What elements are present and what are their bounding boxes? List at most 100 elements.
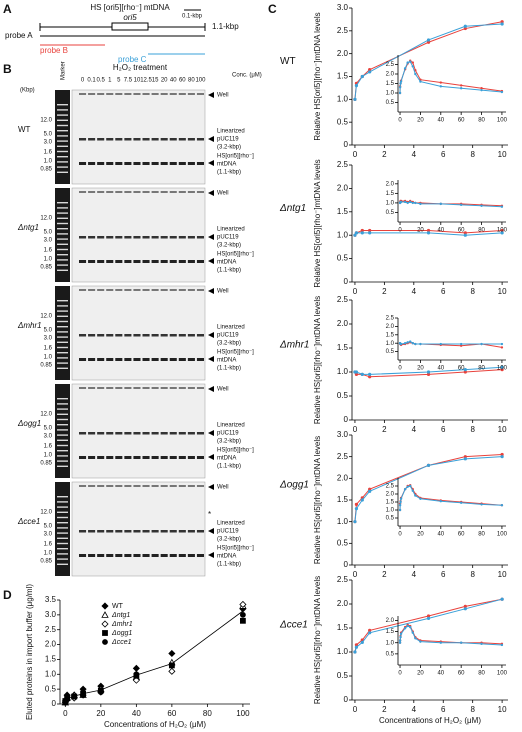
mtdna-label: (1.1-kbp): [217, 268, 241, 274]
ladder-band: [57, 413, 68, 415]
data-point: [353, 233, 357, 237]
strain-label: Δcce1: [279, 620, 308, 631]
well: [160, 289, 168, 291]
x-tick-label: 40: [437, 228, 444, 234]
pUC-band: [196, 236, 204, 239]
treatment-label: H₂O₂ treatment: [113, 63, 168, 72]
y-tick-label: 2.0: [337, 599, 349, 608]
x-tick-label: 2: [382, 705, 387, 714]
data-point: [414, 72, 417, 76]
mtdna-label: (1.1-kbp): [217, 464, 241, 470]
data-point: [399, 342, 403, 346]
data-point: [406, 485, 409, 488]
ladder-band: [57, 233, 68, 235]
mtdna-band: [88, 358, 96, 361]
well: [133, 93, 141, 95]
well: [133, 289, 141, 291]
marker-lane: [55, 384, 70, 478]
pUC-band: [196, 530, 204, 533]
ladder-band: [57, 254, 68, 256]
mtdna-band: [88, 260, 96, 263]
ladder-band: [57, 331, 68, 333]
probe-label: probe A: [5, 31, 33, 40]
mtdna-band: [151, 358, 159, 361]
pUC-band: [115, 138, 123, 141]
y-tick-label: 1.0: [337, 230, 349, 239]
ladder-band: [57, 248, 68, 251]
y-tick-label: 1.5: [45, 655, 57, 664]
mtdna-band: [187, 162, 195, 165]
ladder-band: [57, 511, 68, 513]
ladder-band: [57, 357, 68, 359]
well: [79, 387, 87, 389]
x-tick-label: 4: [412, 425, 417, 434]
data-point: [463, 370, 467, 374]
size-label: 5.0: [44, 328, 53, 334]
well: [151, 387, 159, 389]
y-tick-label: 1.0: [337, 647, 349, 656]
data-point: [399, 632, 403, 636]
ladder-band: [57, 119, 68, 121]
ladder-band: [57, 516, 68, 519]
mtdna-band: [142, 162, 150, 165]
pUC-band: [187, 432, 195, 435]
ladder-band: [57, 243, 68, 245]
y-axis-label: Relative HS[ori5][rho⁻]mtDNA levels: [313, 576, 322, 704]
pUC-band: [133, 138, 141, 141]
y-tick-label: 2.5: [337, 575, 349, 584]
mtdna-band: [97, 260, 105, 263]
size-label: 3.0: [44, 140, 53, 146]
mtdna-label: mtDNA: [217, 358, 236, 364]
y-tick-label: 0.5: [337, 254, 349, 263]
pUC-band: [106, 138, 114, 141]
y-tick-label: 2.0: [386, 492, 395, 498]
data-point: [406, 201, 409, 205]
data-point: [411, 201, 414, 205]
y-tick-label: 2.5: [45, 625, 57, 634]
lane-label: 12.5: [140, 78, 152, 84]
y-tick-label: 2.0: [386, 324, 395, 330]
legend-marker: [101, 620, 109, 628]
arrow: [208, 356, 214, 362]
y-axis-label: Relative HS[ori5][rho⁻]mtDNA levels: [313, 296, 322, 424]
ladder-band: [57, 501, 68, 503]
mtdna-band: [196, 456, 204, 459]
strain-label: Δcce1: [17, 517, 40, 526]
data-point: [426, 372, 431, 376]
y-tick-label: 1.0: [386, 508, 395, 514]
data-point: [411, 342, 414, 345]
mtdna-band: [187, 456, 195, 459]
x-tick-label: 100: [497, 671, 508, 677]
y-axis-label: Relative HS[ori5][rho⁻]mtDNA levels: [313, 12, 322, 140]
well: [115, 289, 123, 291]
y-tick-label: 0: [344, 415, 349, 424]
x-tick-label: 6: [441, 705, 446, 714]
data-point: [463, 26, 467, 31]
pUC-band: [178, 334, 186, 337]
well: [124, 191, 132, 193]
data-point: [354, 231, 359, 235]
plasmid-label: pUC119: [217, 529, 239, 535]
well: [142, 289, 150, 291]
data-point: [414, 637, 417, 640]
data-point: [368, 70, 372, 74]
well: [106, 93, 114, 95]
mtdna-band: [160, 554, 168, 557]
plasmid-label: pUC119: [217, 235, 239, 241]
pUC-band: [79, 432, 87, 435]
mtdna-band: [79, 456, 87, 459]
well: [115, 387, 123, 389]
mtdna-band: [133, 456, 141, 459]
pUC-band: [124, 432, 132, 435]
plasmid-label: Linearized: [217, 521, 245, 527]
data-point: [500, 368, 504, 372]
arrow: [208, 332, 214, 338]
well: [151, 191, 159, 193]
lane-label: 1: [108, 78, 112, 84]
data-point: [360, 231, 364, 235]
mtdna-band: [115, 358, 123, 361]
arrow: [208, 160, 214, 166]
well: [115, 485, 123, 487]
strain-label: Δogg1: [279, 480, 309, 491]
strain-label: Δogg1: [17, 419, 41, 428]
